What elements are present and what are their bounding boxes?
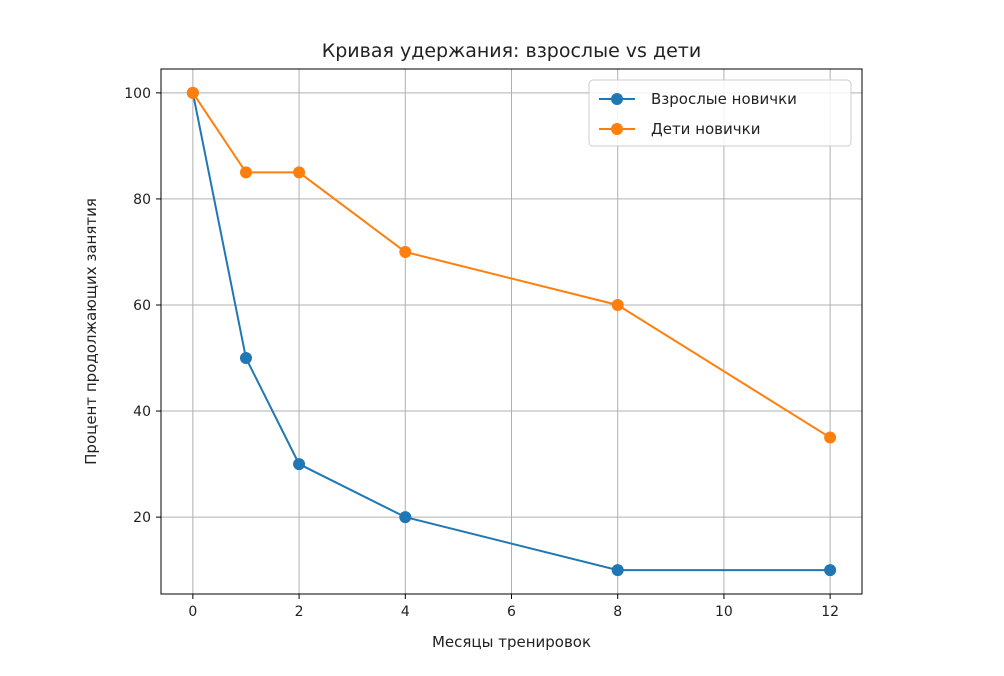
x-tick-label: 10 bbox=[715, 604, 733, 620]
x-tick-label: 4 bbox=[401, 604, 410, 620]
data-point bbox=[611, 298, 624, 311]
y-tick-label: 20 bbox=[133, 510, 151, 526]
x-tick-label: 12 bbox=[821, 604, 839, 620]
legend-box bbox=[588, 79, 852, 147]
legend: Взрослые новички Дети новички bbox=[588, 79, 852, 147]
data-point bbox=[293, 166, 306, 179]
data-point bbox=[293, 458, 306, 471]
x-tick-label: 6 bbox=[507, 604, 516, 620]
data-point bbox=[399, 511, 412, 524]
y-tick-label: 40 bbox=[133, 404, 151, 420]
y-tick-label: 80 bbox=[133, 192, 151, 208]
x-tick-label: 0 bbox=[188, 604, 197, 620]
legend-label: Взрослые новички bbox=[651, 90, 797, 108]
data-point bbox=[824, 564, 837, 577]
series-layer bbox=[186, 86, 837, 577]
legend-marker bbox=[611, 123, 623, 135]
series-line bbox=[192, 92, 831, 439]
data-point bbox=[611, 564, 624, 577]
grid bbox=[161, 69, 862, 594]
x-axis-label: Месяцы тренировок bbox=[432, 633, 591, 651]
series-line bbox=[191, 92, 831, 572]
data-point bbox=[824, 431, 837, 444]
ticks: 0 2 4 6 8 10 12 20 40 60 80 100 bbox=[124, 86, 839, 620]
y-tick-label: 60 bbox=[133, 298, 151, 314]
data-point bbox=[239, 166, 252, 179]
chart-title: Кривая удержания: взрослые vs дети bbox=[322, 40, 701, 62]
legend-label: Дети новички bbox=[651, 120, 760, 138]
x-tick-label: 2 bbox=[295, 604, 304, 620]
legend-marker bbox=[611, 93, 623, 105]
y-tick-label: 100 bbox=[124, 86, 151, 102]
data-point bbox=[399, 245, 412, 258]
x-tick-label: 8 bbox=[613, 604, 622, 620]
data-point bbox=[239, 352, 252, 365]
data-point bbox=[186, 86, 199, 99]
y-axis-label: Процент продолжающих занятия bbox=[82, 198, 100, 465]
